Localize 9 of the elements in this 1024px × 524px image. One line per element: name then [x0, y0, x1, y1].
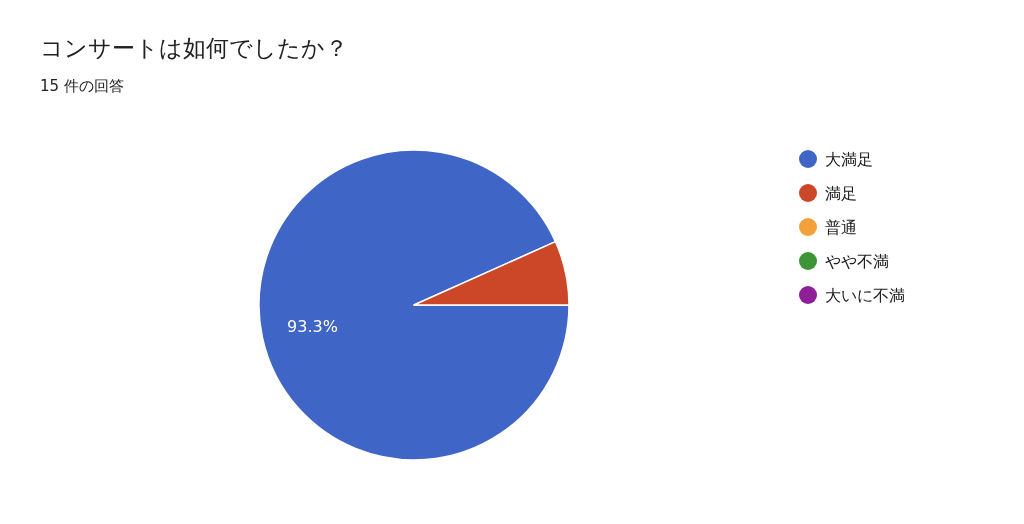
text: 15 件の回答 — [40, 77, 124, 95]
legend-label: 大いに不満 — [825, 285, 905, 305]
legend-label: やや不満 — [825, 251, 889, 271]
pie: 93.3% — [258, 149, 570, 461]
data-label: 93.3% — [287, 317, 338, 337]
legend-label: 普通 — [825, 217, 857, 237]
legend-label: 満足 — [825, 183, 857, 203]
chart-title: コンサートは如何でしたか？ — [40, 35, 348, 61]
legend-label: 大満足 — [825, 149, 873, 169]
